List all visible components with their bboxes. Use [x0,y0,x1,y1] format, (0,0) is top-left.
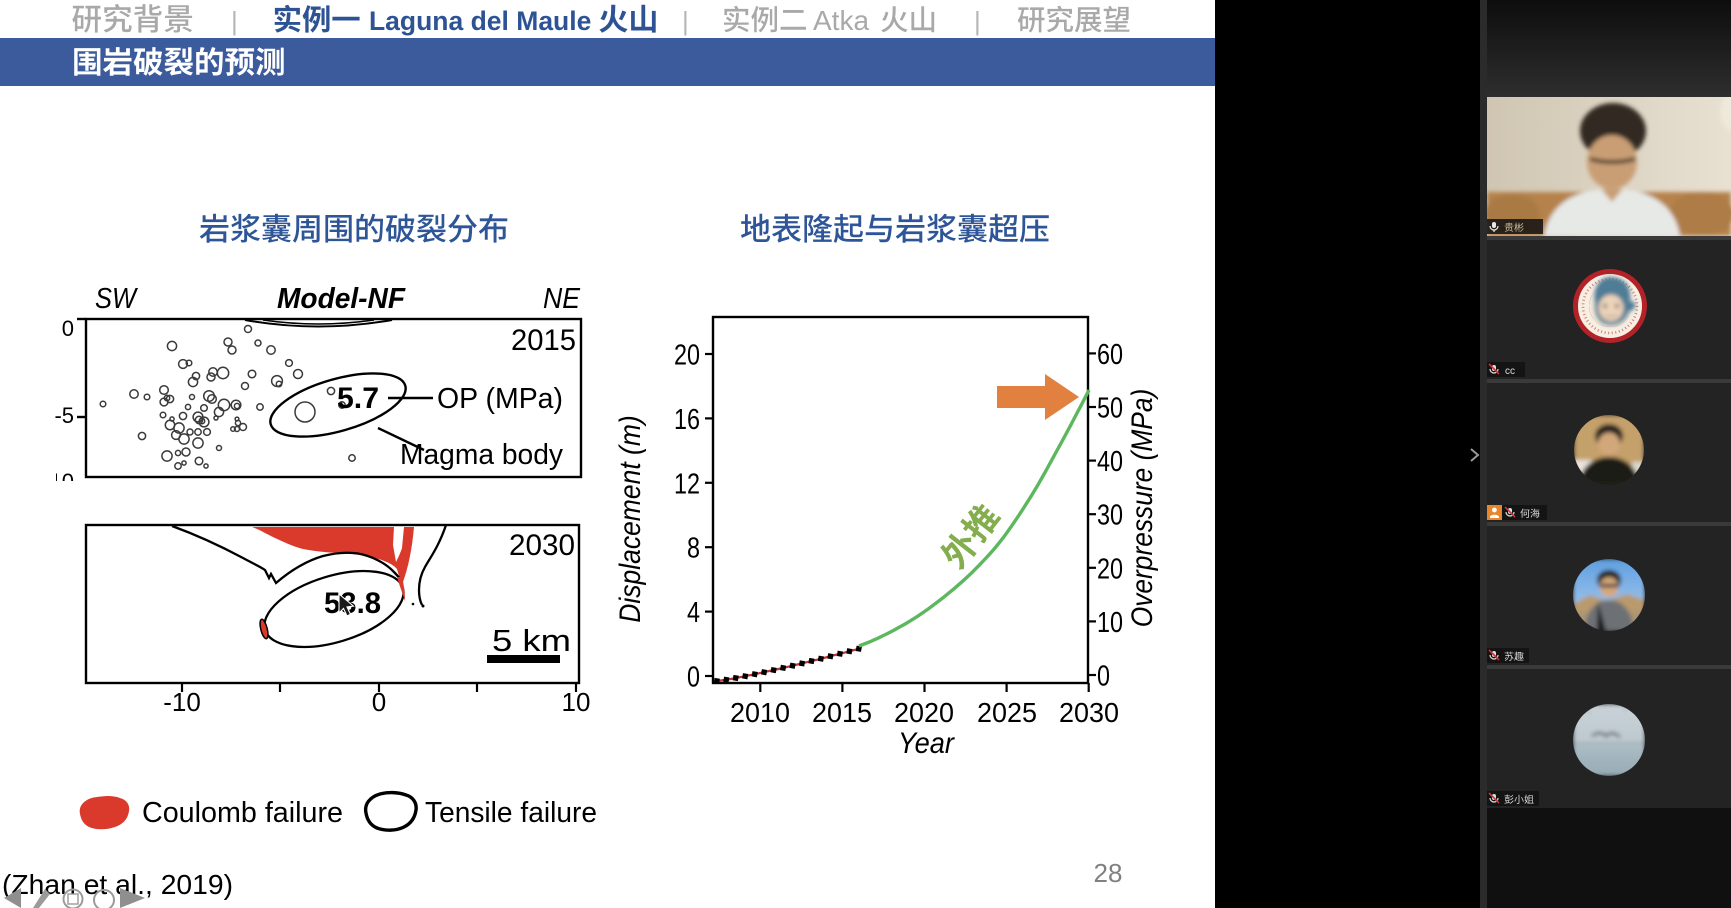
svg-text:NE: NE [543,283,581,315]
svg-text:2015: 2015 [812,697,872,728]
svg-text:20: 20 [674,340,700,372]
svg-text:OP (MPa): OP (MPa) [437,383,563,415]
svg-text:2030: 2030 [1059,697,1119,728]
svg-text:2020: 2020 [894,697,954,728]
svg-text:0: 0 [372,687,386,717]
svg-text:(Zhan et al., 2019): (Zhan et al., 2019) [2,869,233,900]
svg-text:16: 16 [674,404,700,436]
svg-text:Tensile failure: Tensile failure [425,797,597,829]
svg-text:40: 40 [1097,446,1123,478]
svg-text:20: 20 [1097,553,1123,585]
svg-text:0: 0 [62,316,74,341]
svg-text:60: 60 [1097,339,1123,371]
svg-text:Year: Year [898,727,955,760]
svg-text:28: 28 [1094,858,1123,888]
svg-text:2015: 2015 [511,324,576,357]
svg-text:12: 12 [674,468,700,500]
svg-text:2010: 2010 [730,697,790,728]
svg-text:Coulomb failure: Coulomb failure [142,797,343,829]
svg-text:Laguna del Maule: Laguna del Maule [369,6,591,36]
svg-text:10: 10 [562,687,591,717]
svg-text:|: | [974,6,981,36]
svg-text:0: 0 [687,662,700,694]
svg-text:2025: 2025 [977,697,1037,728]
svg-text:8: 8 [687,533,700,565]
svg-text:-5: -5 [54,403,74,428]
svg-text:5.7: 5.7 [337,382,379,415]
svg-text:2030: 2030 [509,529,575,562]
svg-text:10: 10 [1097,607,1123,639]
svg-text:53.8: 53.8 [324,587,381,620]
svg-text:50: 50 [1097,393,1123,425]
svg-text:-10: -10 [42,469,74,494]
svg-text:cc: cc [1505,366,1515,377]
svg-text:|: | [231,6,238,36]
svg-text:5 km: 5 km [492,623,571,658]
svg-text:SW: SW [95,283,138,315]
svg-text:0: 0 [1097,661,1110,693]
svg-text:Atka: Atka [813,5,869,36]
svg-text:Overpressure (MPa): Overpressure (MPa) [1126,389,1159,628]
svg-text:Displacement (m): Displacement (m) [614,415,647,623]
svg-text:4: 4 [687,597,700,629]
svg-text:Magma body: Magma body [400,439,563,471]
svg-text:|: | [682,6,689,36]
svg-text:-10: -10 [163,687,201,717]
svg-text:30: 30 [1097,500,1123,532]
svg-text:Model-NF: Model-NF [277,283,406,315]
